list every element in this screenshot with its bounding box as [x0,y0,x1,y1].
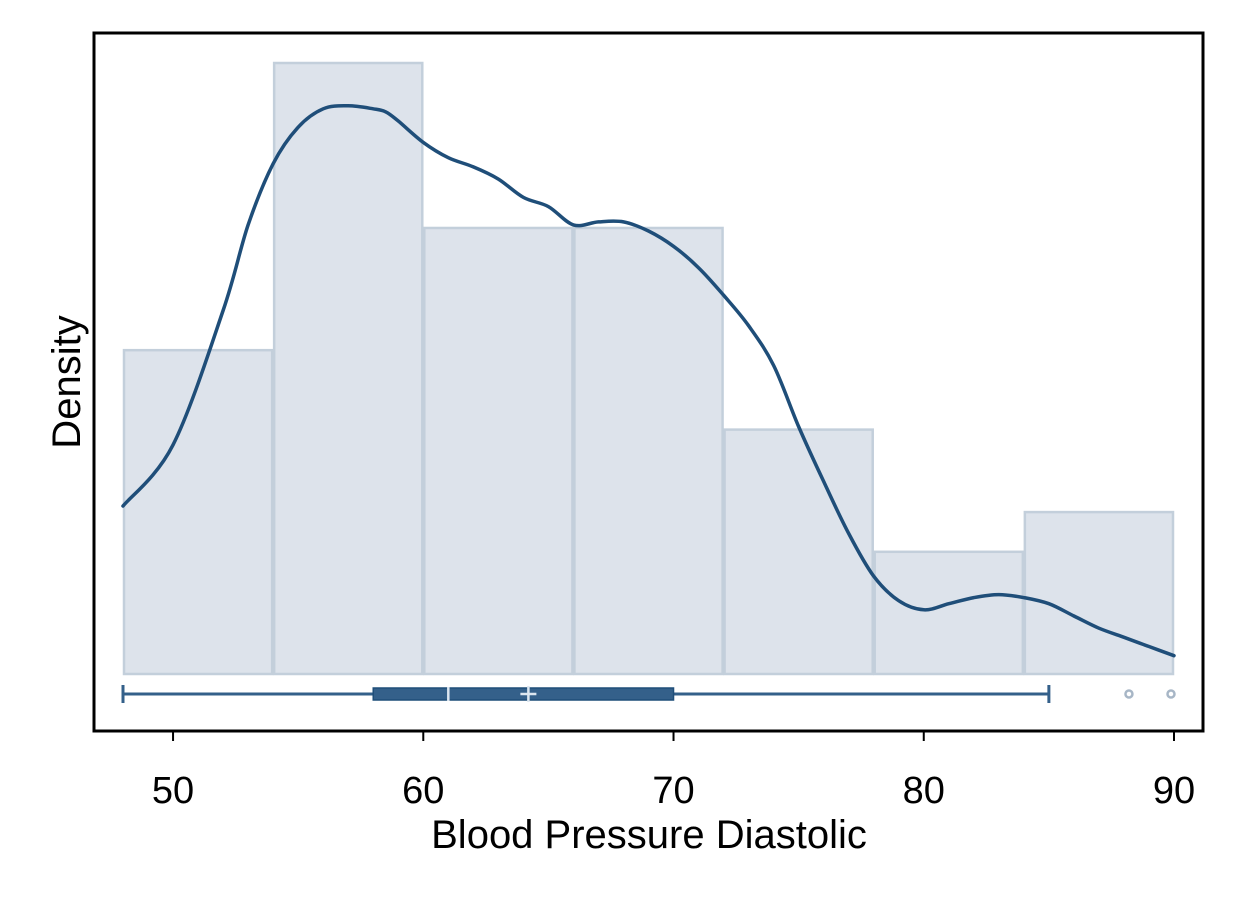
x-axis-ticks: 50 60 70 80 90 [152,731,1195,812]
x-tick-label-70: 70 [652,770,694,812]
histogram-bar-7 [1023,510,1175,676]
boxplot-outlier-2 [1166,689,1176,699]
histogram-bar-3 [423,226,574,676]
histogram-bar-6 [873,550,1025,676]
boxplot [121,685,1176,703]
x-tick-label-90: 90 [1153,770,1195,812]
boxplot-outlier-1 [1124,689,1134,699]
histogram-bar-4 [573,226,724,676]
density-curve [121,104,1176,658]
x-tick-label-80: 80 [903,770,945,812]
x-axis-title: Blood Pressure Diastolic [431,813,867,857]
histogram-bar-2 [272,61,424,676]
y-axis-title: Density [45,315,89,448]
plot-frame [92,31,1205,733]
x-tick-label-60: 60 [402,770,444,812]
histogram-bar-5 [723,428,874,676]
x-tick-label-50: 50 [152,770,194,812]
histogram-bars [122,61,1175,676]
histogram-bar-1 [122,348,274,676]
